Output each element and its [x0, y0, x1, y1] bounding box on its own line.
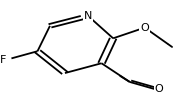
Text: N: N: [84, 11, 92, 21]
Text: F: F: [0, 55, 7, 65]
Text: O: O: [140, 23, 149, 33]
Text: O: O: [155, 84, 164, 94]
